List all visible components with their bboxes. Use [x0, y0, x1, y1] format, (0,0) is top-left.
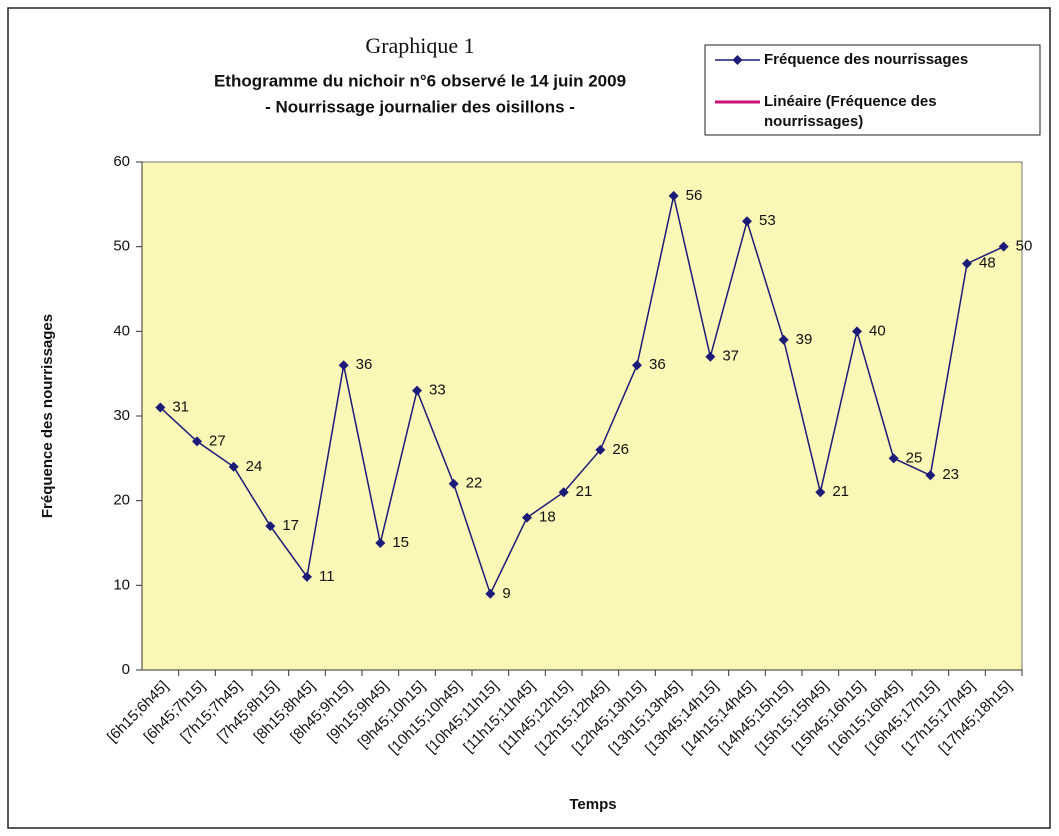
data-label: 11: [319, 568, 335, 585]
y-tick-label: 30: [113, 407, 130, 424]
data-label: 36: [356, 356, 373, 373]
data-label: 26: [612, 441, 629, 458]
data-label: 53: [759, 212, 776, 229]
data-label: 48: [979, 255, 996, 272]
data-label: 22: [466, 475, 483, 492]
data-label: 31: [172, 399, 189, 416]
data-label: 18: [539, 509, 556, 526]
plot-area: [141, 161, 1023, 671]
point: [448, 478, 459, 489]
series-line: [159, 195, 1004, 596]
point: [302, 571, 312, 582]
legend-label: Fréquence des nourrissages: [764, 51, 968, 68]
point: [998, 241, 1009, 252]
data-label: 37: [722, 348, 739, 365]
point: [668, 190, 679, 201]
data-label: 21: [832, 483, 849, 500]
point: [412, 385, 422, 396]
chart-subtitle: Ethogramme du nichoir n°6 observé le 14 …: [214, 71, 626, 90]
x-axis-label: Temps: [569, 796, 616, 813]
data-label: 25: [906, 449, 923, 466]
point: [595, 444, 606, 455]
data-label: 23: [942, 466, 959, 483]
point: [852, 326, 862, 337]
data-label: 36: [649, 356, 666, 373]
point: [925, 470, 936, 481]
data-label: 50: [1016, 238, 1033, 255]
data-label: 27: [209, 432, 226, 449]
point: [522, 512, 532, 523]
y-tick-label: 20: [113, 492, 130, 509]
point: [632, 360, 642, 371]
y-tick-label: 40: [113, 322, 130, 339]
point: [558, 487, 569, 498]
point: [962, 258, 972, 269]
point: [375, 538, 386, 548]
point: [778, 334, 789, 345]
y-axis-label: Fréquence des nourrissages: [39, 314, 56, 518]
point: [485, 588, 496, 599]
data-label: 39: [796, 331, 813, 348]
point: [228, 461, 239, 472]
y-tick-label: 10: [113, 576, 130, 593]
point: [888, 453, 899, 464]
data-label: 56: [686, 187, 703, 204]
point: [338, 360, 349, 371]
point: [265, 521, 276, 532]
y-tick-label: 60: [113, 153, 130, 170]
point: [815, 487, 826, 498]
data-label: 33: [429, 382, 446, 399]
chart-title: Graphique 1: [365, 33, 474, 58]
point: [155, 402, 166, 413]
data-label: 9: [502, 585, 510, 602]
legend-marker: [732, 55, 743, 65]
data-label: 40: [869, 322, 886, 339]
point: [742, 216, 752, 227]
point: [705, 351, 716, 362]
data-label: 15: [392, 534, 409, 551]
point: [192, 436, 202, 447]
data-label: 21: [576, 483, 593, 500]
legend-label: Linéaire (Fréquence des nourrissages): [764, 93, 937, 130]
legend-box: [704, 44, 1041, 136]
data-label: 17: [282, 517, 299, 534]
data-label: 24: [246, 458, 263, 475]
y-tick-label: 0: [122, 661, 130, 678]
chart-subtitle: - Nourrissage journalier des oisillons -: [265, 97, 575, 116]
y-tick-label: 50: [113, 238, 130, 255]
